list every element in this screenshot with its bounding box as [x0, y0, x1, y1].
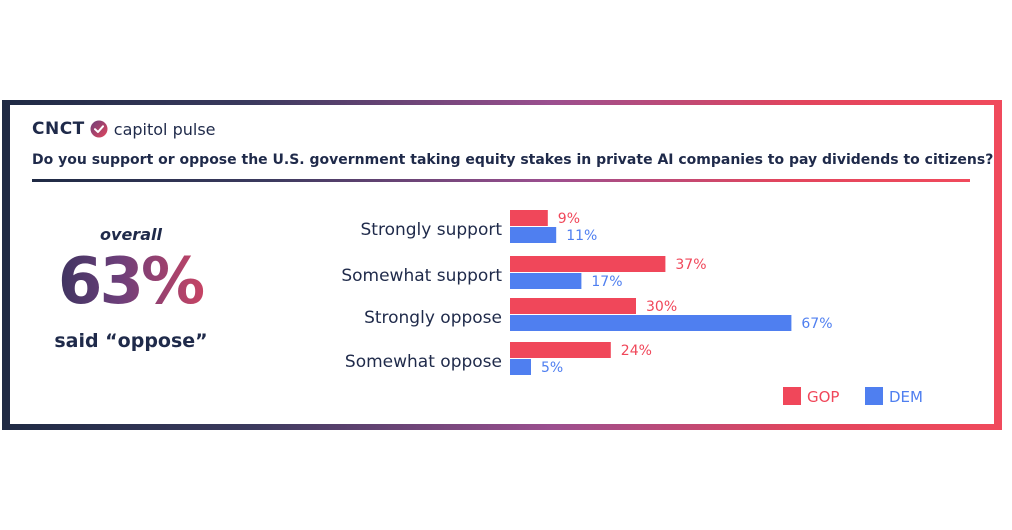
bar-gop — [510, 298, 636, 314]
card: CNCT capitol pulse Do you support or opp… — [10, 105, 994, 424]
legend-swatch-gop — [783, 387, 801, 405]
summary-label: overall — [100, 225, 162, 244]
title-divider — [32, 179, 970, 182]
legend-label-gop: GOP — [807, 388, 839, 406]
value-label-gop: 37% — [675, 257, 706, 273]
bar-dem — [510, 273, 582, 289]
value-label-gop: 24% — [621, 343, 652, 359]
category-label: Somewhat support — [341, 266, 502, 286]
value-label-dem: 67% — [801, 316, 832, 332]
value-label-gop: 9% — [558, 211, 580, 227]
value-label-dem: 11% — [566, 228, 597, 244]
brand: CNCT capitol pulse — [32, 119, 216, 139]
category-label: Strongly support — [361, 220, 503, 240]
bar-dem — [510, 315, 792, 331]
value-label-dem: 5% — [541, 360, 563, 376]
summary-value: 63% — [30, 245, 230, 319]
value-label-gop: 30% — [646, 299, 677, 315]
category-label: Somewhat oppose — [345, 352, 502, 372]
check-badge-icon — [90, 120, 108, 138]
legend-label-dem: DEM — [889, 388, 923, 406]
summary-caption: said “oppose” — [54, 330, 208, 352]
bar-gop — [510, 342, 611, 358]
question-title: Do you support or oppose the U.S. govern… — [32, 152, 994, 168]
brand-tagline: capitol pulse — [113, 119, 216, 139]
bar-dem — [510, 227, 557, 243]
bar-chart: Strongly support 9%11% Somewhat support 37%… — [341, 205, 932, 406]
bar-gop — [510, 256, 666, 272]
value-label-dem: 17% — [591, 274, 622, 290]
card-frame: CNCT capitol pulse Do you support or opp… — [2, 100, 1002, 430]
bar-dem — [510, 359, 531, 375]
brand-name: CNCT — [32, 119, 85, 139]
category-label: Strongly oppose — [364, 308, 502, 328]
legend-swatch-dem — [865, 387, 883, 405]
bar-gop — [510, 210, 548, 226]
